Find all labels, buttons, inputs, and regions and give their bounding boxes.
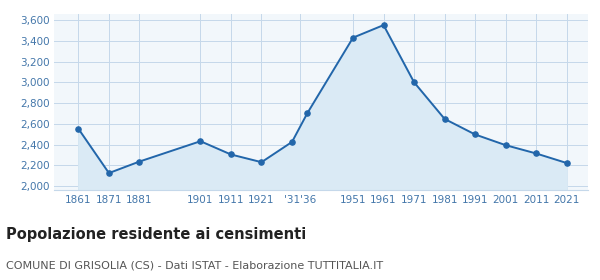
Point: [226, 152, 236, 157]
Point: [257, 160, 266, 164]
Point: [501, 143, 511, 147]
Point: [302, 111, 312, 116]
Point: [440, 117, 449, 121]
Point: [470, 132, 480, 137]
Point: [134, 159, 144, 164]
Text: Popolazione residente ai censimenti: Popolazione residente ai censimenti: [6, 227, 306, 242]
Point: [348, 35, 358, 40]
Point: [532, 151, 541, 156]
Point: [409, 80, 419, 85]
Point: [287, 140, 297, 144]
Point: [196, 139, 205, 143]
Point: [562, 161, 571, 165]
Point: [74, 127, 83, 131]
Text: COMUNE DI GRISOLIA (CS) - Dati ISTAT - Elaborazione TUTTITALIA.IT: COMUNE DI GRISOLIA (CS) - Dati ISTAT - E…: [6, 260, 383, 270]
Point: [379, 23, 388, 27]
Point: [104, 171, 114, 175]
